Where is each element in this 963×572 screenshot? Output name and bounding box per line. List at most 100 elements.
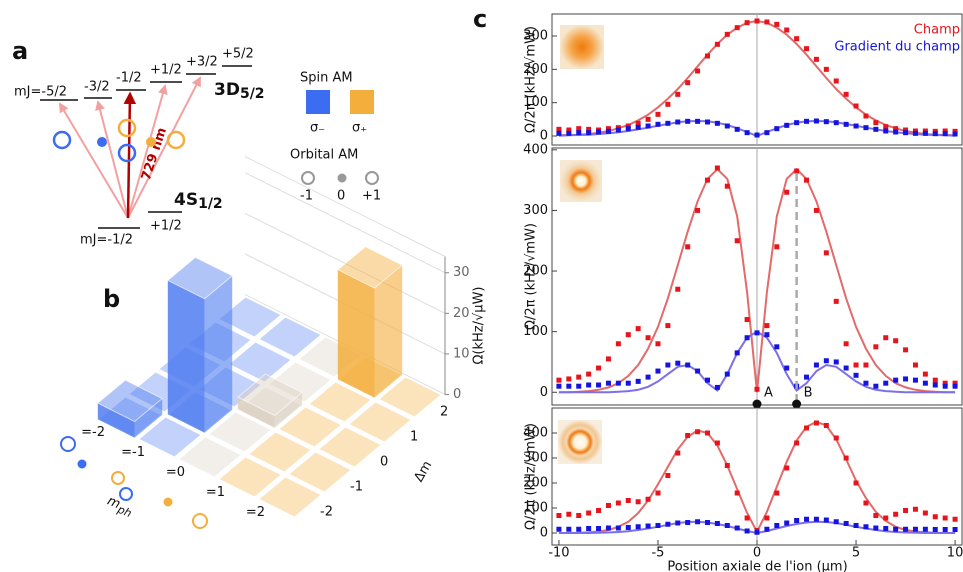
data-point: [774, 344, 780, 350]
data-point: [932, 131, 938, 137]
data-point: [704, 520, 710, 525]
data-point: [942, 383, 948, 389]
icon: [117, 118, 137, 138]
data-point: [883, 128, 889, 134]
bar: [315, 425, 385, 469]
data-point: [893, 338, 899, 344]
data-point: [863, 380, 869, 386]
icon: [365, 171, 379, 185]
bar: [255, 315, 325, 359]
level-label: mJ=-1/2: [80, 233, 133, 248]
data-point: [655, 368, 661, 374]
data-point: [714, 440, 720, 446]
data-point: [873, 344, 879, 350]
data-point: [843, 91, 849, 97]
state-sub: 1/2: [198, 196, 223, 212]
data-point: [784, 189, 790, 195]
y-tick-label: 100: [523, 95, 548, 110]
data-point: [883, 124, 889, 130]
data-point: [734, 126, 740, 132]
level-label: +3/2: [186, 55, 218, 70]
level-label: mJ=-5/2: [14, 85, 67, 100]
z-label: Ω(kHz/√μW): [472, 287, 487, 365]
data-point: [596, 508, 602, 513]
data-point: [685, 118, 691, 124]
data-point: [843, 341, 849, 347]
bar: [215, 455, 285, 499]
data-point: [873, 525, 879, 531]
icon: [192, 513, 208, 529]
level-label: +1/2: [150, 63, 182, 78]
data-point: [615, 500, 621, 506]
legend-label: +1: [362, 189, 381, 204]
data-point: [942, 515, 948, 521]
bar: [245, 430, 315, 474]
arrow: [127, 84, 168, 219]
panel-label: b: [103, 285, 120, 313]
icon: [97, 137, 107, 147]
data-point: [774, 126, 780, 132]
row-label-sub: ph: [115, 503, 134, 521]
inset-image: [558, 420, 602, 464]
data-point: [576, 126, 582, 132]
data-point: [596, 526, 602, 531]
data-point: [625, 498, 631, 503]
data-point: [912, 362, 918, 368]
data-point: [883, 515, 889, 521]
data-point: [704, 177, 710, 183]
data-point: [764, 130, 770, 136]
col-tick-label: 1: [410, 430, 418, 445]
data-point: [903, 347, 909, 353]
data-point: [863, 362, 869, 368]
data-point: [695, 519, 701, 525]
y-tick-label: 200: [523, 264, 548, 279]
data-point: [823, 119, 829, 125]
data-point: [556, 513, 562, 518]
bar: [205, 410, 275, 454]
data-point: [942, 380, 948, 386]
y-tick-label: 0: [540, 129, 548, 144]
data-point: [863, 125, 869, 131]
data-point: [853, 480, 859, 486]
data-point: [922, 380, 928, 386]
row-tick-label: =-2: [81, 425, 105, 440]
annotation: A: [764, 386, 773, 401]
x-tick-label: -10: [548, 546, 569, 561]
tile: [255, 315, 325, 359]
back-edge: [244, 156, 446, 257]
data-point: [853, 103, 859, 109]
grid-line: [244, 172, 446, 274]
data-point: [655, 523, 661, 528]
data-point: [704, 53, 710, 59]
data-point: [635, 326, 641, 332]
data-point: [794, 120, 800, 126]
icon: [117, 143, 137, 163]
x-label: Position axiale de l'ion (µm): [667, 560, 847, 572]
tile: [265, 360, 335, 404]
data-point: [833, 519, 839, 525]
transitions: [58, 76, 201, 219]
bar: [275, 405, 345, 449]
row-tick-label: =0: [166, 465, 185, 480]
data-point: [804, 425, 810, 431]
data-point: [932, 382, 938, 388]
data-point: [645, 116, 651, 122]
data-point: [813, 420, 819, 426]
data-point: [813, 56, 819, 62]
data-point: [893, 129, 899, 135]
tile: [245, 430, 315, 474]
icon: [77, 459, 87, 469]
row-label: mph: [104, 493, 136, 520]
data-point: [813, 516, 819, 522]
legend-label: Gradient du champ: [834, 40, 960, 55]
data-point: [774, 244, 780, 250]
data-point: [883, 380, 889, 386]
data-point: [774, 490, 780, 496]
data-point: [724, 523, 730, 528]
data-point: [744, 130, 750, 136]
data-point: [932, 514, 938, 520]
data-point: [784, 122, 790, 128]
tile: [345, 400, 415, 444]
data-point: [714, 120, 720, 126]
data-point: [615, 341, 621, 347]
